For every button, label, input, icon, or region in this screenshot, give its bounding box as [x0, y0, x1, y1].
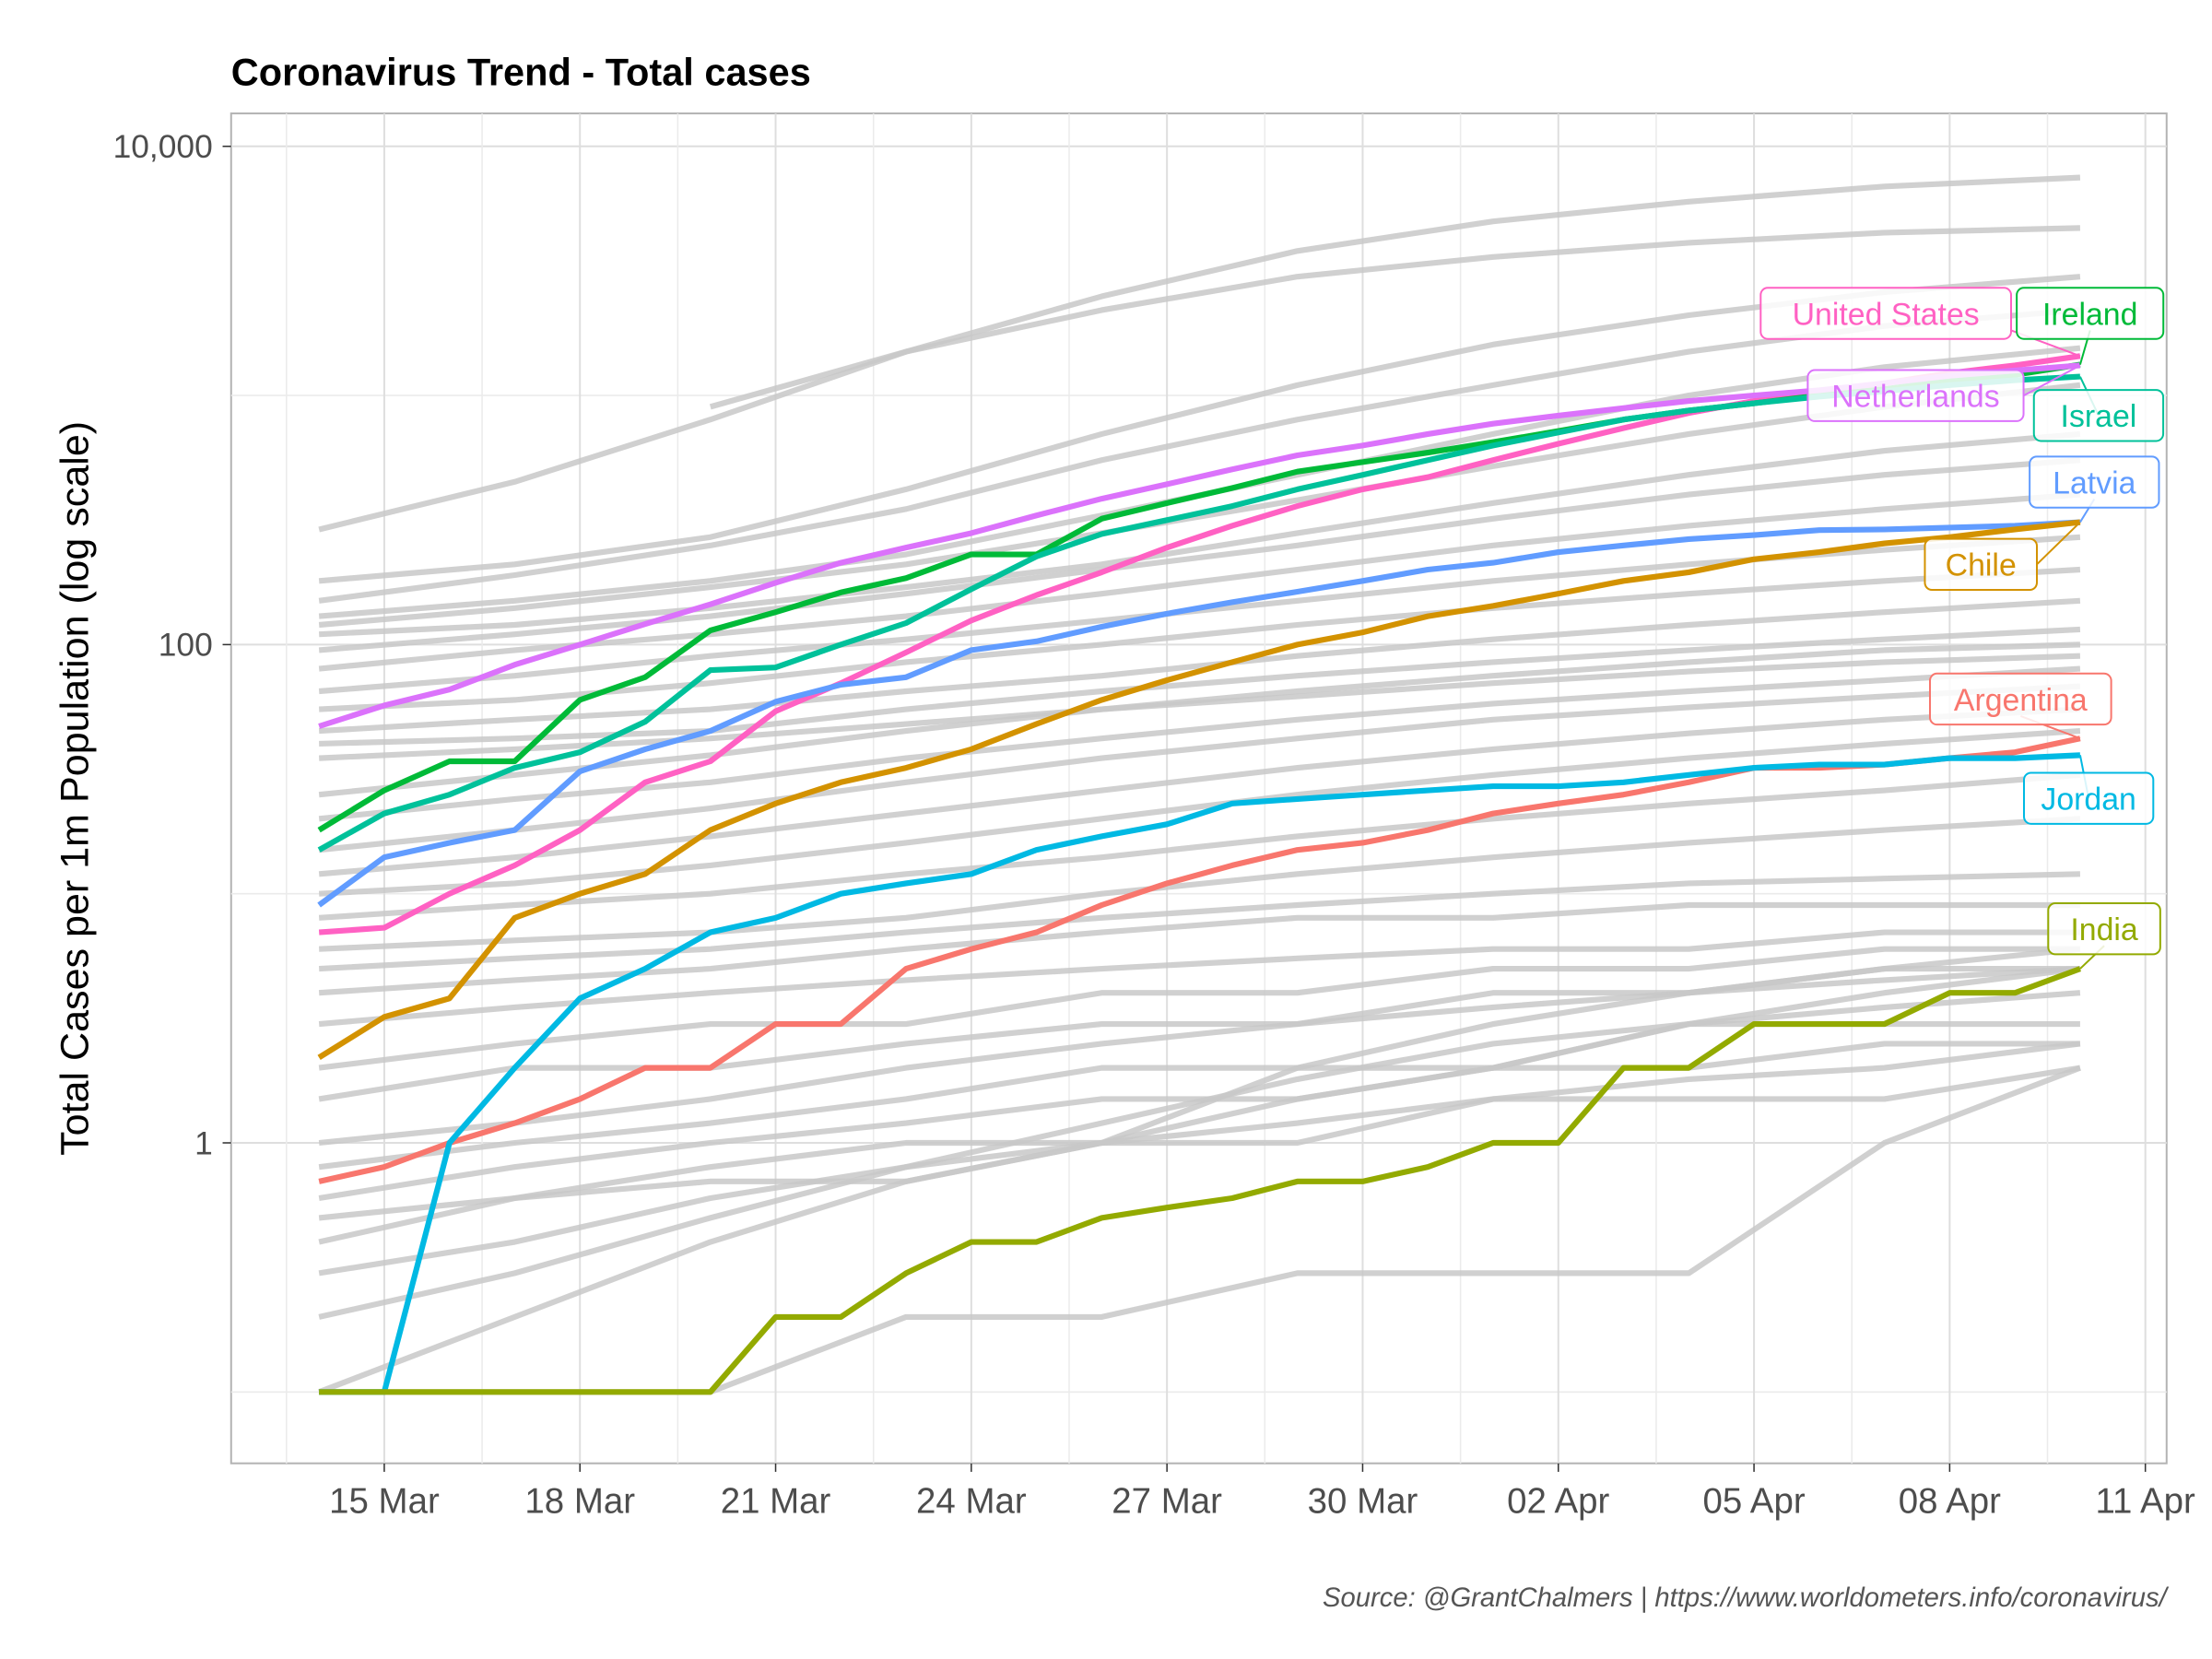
series-label-chile: Chile	[1924, 521, 2081, 592]
label-text: United States	[1793, 297, 1980, 332]
series-line-india	[319, 966, 2081, 1395]
background-series-line	[318, 665, 2081, 822]
x-tick-label: 05 Apr	[1702, 1482, 1805, 1522]
series-line-latvia	[317, 519, 2081, 908]
series-label-netherlands: Netherlands	[1806, 364, 2081, 422]
background-series-line	[318, 597, 2081, 735]
background-series-line	[318, 929, 2080, 1028]
series-line-netherlands	[318, 362, 2081, 729]
x-tick-label: 27 Mar	[1112, 1482, 1222, 1522]
series-line-jordan	[319, 752, 2081, 1395]
background-series-line	[318, 457, 2081, 653]
background-series-line	[318, 706, 2081, 877]
x-tick-label: 30 Mar	[1308, 1482, 1418, 1522]
background-series-line	[319, 816, 2081, 952]
highlighted-series	[317, 353, 2081, 1395]
background-series-line	[318, 771, 2081, 921]
y-axis-label: Total Cases per 1m Population (log scale…	[53, 421, 97, 1156]
label-text: Jordan	[2041, 782, 2136, 817]
label-text: Israel	[2061, 399, 2137, 434]
caption: Source: @GrantChalmers | https://www.wor…	[1323, 1583, 2170, 1613]
label-box	[1806, 369, 2025, 422]
label-box	[2032, 389, 2165, 442]
background-series-line	[318, 728, 2081, 897]
label-box	[1924, 537, 2039, 592]
x-tick-label: 15 Mar	[329, 1482, 440, 1522]
x-axis-ticks: 15 Mar 18 Mar 21 Mar 24 Mar 27 Mar 30 Mar 02 A…	[329, 1463, 2196, 1522]
x-tick-label: 21 Mar	[721, 1482, 831, 1522]
background-series-line	[318, 382, 2081, 629]
series-label-argentina: Argentina	[1928, 672, 2112, 740]
label-text: Netherlands	[1831, 380, 1999, 415]
series-label-israel: Israel	[2032, 376, 2165, 442]
label-text: India	[2070, 912, 2138, 947]
series-labels: United States Ireland Netherlands Israel Lat…	[1759, 287, 2165, 970]
label-leader-line	[2036, 521, 2081, 566]
background-series-line	[318, 491, 2081, 672]
series-label-india: India	[2047, 902, 2161, 970]
background-series	[318, 174, 2082, 1395]
label-text: Argentina	[1954, 683, 2088, 718]
label-box	[1928, 672, 2112, 726]
y-tick-label: 10,000	[113, 129, 213, 165]
label-text: Latvia	[2053, 465, 2136, 500]
x-tick-label: 08 Apr	[1899, 1482, 2001, 1522]
series-line-israel	[317, 373, 2081, 853]
label-box	[1759, 287, 2012, 340]
label-box	[2023, 771, 2155, 825]
background-series-line	[318, 946, 2081, 1221]
y-tick-label: 1	[194, 1125, 213, 1161]
background-series-line	[318, 946, 2080, 1071]
label-leader-line	[2023, 364, 2081, 397]
background-series-line	[318, 990, 2081, 1320]
background-series-line	[318, 1065, 2081, 1245]
series-label-jordan: Jordan	[2023, 755, 2155, 825]
background-series-line	[319, 430, 2081, 638]
y-tick-label: 100	[159, 628, 213, 664]
label-box	[2016, 287, 2165, 340]
label-box	[2047, 902, 2161, 956]
background-series-line	[318, 901, 2080, 996]
label-text: Ireland	[2042, 297, 2137, 332]
series-line-chile	[317, 519, 2081, 1060]
x-tick-label: 18 Mar	[524, 1482, 635, 1522]
background-series-line	[318, 871, 2080, 972]
label-text: Chile	[1946, 548, 2017, 583]
series-label-latvia: Latvia	[2029, 455, 2160, 524]
x-tick-label: 11 Apr	[2096, 1482, 2196, 1522]
background-series-line	[318, 1041, 2081, 1277]
y-axis-ticks: 10,000 100 1	[113, 129, 231, 1161]
chart-title: Coronavirus Trend - Total cases	[231, 50, 811, 93]
background-series-line	[318, 966, 2081, 1147]
background-series-line	[318, 966, 2081, 1395]
x-tick-label: 02 Apr	[1507, 1482, 1609, 1522]
background-series-line	[318, 641, 2081, 798]
background-series-line	[709, 225, 2080, 410]
label-box	[2029, 455, 2160, 509]
background-series-line	[318, 174, 2081, 533]
background-series-line	[318, 683, 2081, 853]
series-label-ireland: Ireland	[2016, 287, 2165, 365]
x-tick-label: 24 Mar	[916, 1482, 1027, 1522]
